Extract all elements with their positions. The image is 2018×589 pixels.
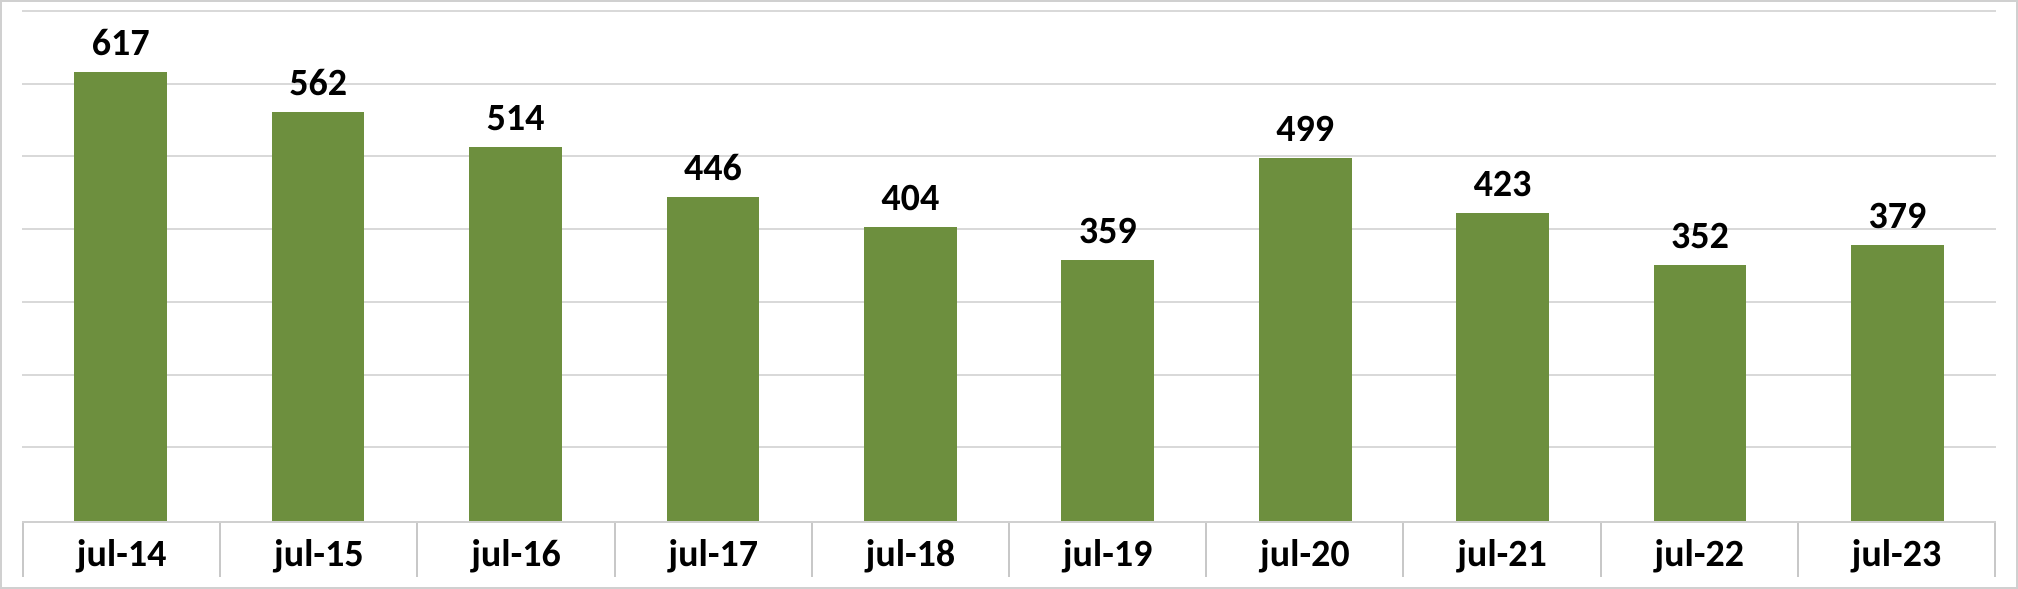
bar: 352 xyxy=(1654,265,1747,521)
x-axis-label: jul-22 xyxy=(1600,523,1797,577)
x-axis-label: jul-17 xyxy=(614,523,811,577)
bar: 562 xyxy=(272,112,365,521)
bars-layer: 617 562 514 446 404 359 499 423 352 379 xyxy=(22,12,1996,521)
bar-value-label: 617 xyxy=(92,20,150,66)
bar-value-label: 352 xyxy=(1671,213,1729,259)
x-axis-label: jul-21 xyxy=(1402,523,1599,577)
x-axis: jul-14jul-15jul-16jul-17jul-18jul-19jul-… xyxy=(22,521,1996,577)
bar: 404 xyxy=(864,227,957,521)
bar-slot: 379 xyxy=(1799,12,1996,521)
bar: 359 xyxy=(1061,260,1154,521)
x-axis-label: jul-23 xyxy=(1797,523,1996,577)
x-axis-label: jul-20 xyxy=(1205,523,1402,577)
bar: 379 xyxy=(1851,245,1944,521)
bar-slot: 404 xyxy=(812,12,1009,521)
bar-value-label: 404 xyxy=(881,175,939,221)
bar-slot: 499 xyxy=(1206,12,1403,521)
bar: 499 xyxy=(1259,158,1352,521)
bar-value-label: 514 xyxy=(487,95,545,141)
x-axis-label: jul-19 xyxy=(1008,523,1205,577)
x-axis-label: jul-16 xyxy=(416,523,613,577)
bar-slot: 359 xyxy=(1009,12,1206,521)
bar-chart: 617562514446404359499423352379 jul-14jul… xyxy=(0,0,2018,589)
bar: 617 xyxy=(74,72,167,521)
x-axis-label: jul-15 xyxy=(219,523,416,577)
bar-slot: 562 xyxy=(219,12,416,521)
bar-value-label: 423 xyxy=(1474,161,1532,207)
bar-value-label: 562 xyxy=(289,60,347,106)
bar-value-label: 499 xyxy=(1276,106,1334,152)
bar-value-label: 359 xyxy=(1079,208,1137,254)
bar-slot: 352 xyxy=(1601,12,1798,521)
bar-slot: 423 xyxy=(1404,12,1601,521)
bar-value-label: 379 xyxy=(1868,193,1926,239)
plot-area: 617 562 514 446 404 359 499 423 352 379 xyxy=(22,12,1996,521)
bar-value-label: 446 xyxy=(684,145,742,191)
x-axis-label: jul-14 xyxy=(22,523,219,577)
x-axis-label: jul-18 xyxy=(811,523,1008,577)
bar: 514 xyxy=(469,147,562,521)
bar-slot: 514 xyxy=(417,12,614,521)
bar: 423 xyxy=(1456,213,1549,521)
bar: 446 xyxy=(667,197,760,521)
bar-slot: 617 xyxy=(22,12,219,521)
bar-slot: 446 xyxy=(614,12,811,521)
